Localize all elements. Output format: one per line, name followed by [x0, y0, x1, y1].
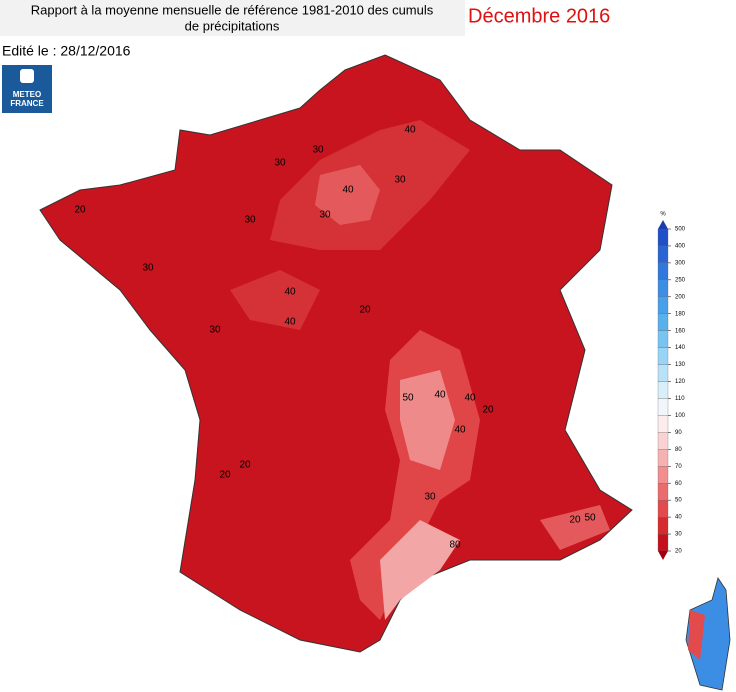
- contour-label: 50: [402, 393, 414, 404]
- title: Rapport à la moyenne mensuelle de référe…: [31, 2, 434, 17]
- colorbar-segment: [657, 500, 669, 518]
- colorbar-tick-label: 30: [675, 532, 682, 538]
- contour-label: 40: [342, 185, 354, 196]
- colorbar-tick-label: 500: [675, 227, 686, 233]
- colorbar-segment: [657, 483, 669, 501]
- corsica: [685, 577, 731, 691]
- precip-zone: [315, 165, 380, 225]
- contour-label: 20: [482, 405, 494, 416]
- colorbar-above: [658, 220, 668, 229]
- contour-label: 40: [464, 393, 476, 404]
- contour-label: 30: [424, 492, 436, 503]
- colorbar-segment: [657, 364, 669, 382]
- colorbar-segment: [657, 262, 669, 280]
- colorbar-tick-label: 180: [675, 311, 686, 317]
- colorbar: % 20 30 40 50 60 70 80 90 100 110 120 130 140 160 180 20…: [657, 212, 686, 560]
- logo: METEO FRANCE: [2, 65, 52, 113]
- logo-text: FRANCE: [10, 99, 44, 108]
- contour-label: 30: [142, 263, 154, 274]
- corsica-inset: [685, 577, 731, 691]
- colorbar-below: [658, 551, 668, 560]
- contour-label: 30: [319, 210, 331, 221]
- contour-label: 80: [449, 540, 461, 551]
- title: de précipitations: [185, 18, 280, 33]
- colorbar-segment: [657, 313, 669, 331]
- precip-zone: [540, 505, 610, 550]
- colorbar-tick-label: 140: [675, 345, 686, 351]
- contour-label: 20: [239, 460, 251, 471]
- colorbar-tick-label: 130: [675, 362, 686, 368]
- colorbar-segment: [657, 245, 669, 264]
- colorbar-tick-label: 200: [675, 294, 686, 300]
- contour-label: 20: [359, 305, 371, 316]
- precip-zone: [400, 370, 455, 470]
- colorbar-tick-label: 400: [675, 244, 686, 250]
- colorbar-segment: [657, 279, 669, 297]
- contour-label: 40: [404, 125, 416, 136]
- colorbar-tick-label: 110: [675, 396, 685, 402]
- contour-label: 50: [584, 513, 596, 524]
- contour-label: 30: [244, 215, 256, 226]
- colorbar-segment: [657, 347, 669, 365]
- colorbar-segment: [657, 449, 669, 467]
- contour-label: 20: [219, 470, 231, 481]
- logo-icon: [20, 69, 34, 83]
- colorbar-segment: [657, 466, 669, 484]
- colorbar-tick-label: 40: [675, 515, 682, 521]
- colorbar-tick-label: 50: [675, 498, 682, 504]
- colorbar-segment: [657, 432, 669, 450]
- precip-zone: [380, 520, 460, 620]
- colorbar-segment: [657, 330, 669, 348]
- contour-label: 40: [434, 390, 446, 401]
- colorbar-segment: [657, 296, 669, 314]
- colorbar-tick-label: 250: [675, 277, 686, 283]
- contour-label: 20: [569, 515, 581, 526]
- colorbar-tick-label: 80: [675, 447, 682, 453]
- period: Décembre 2016: [468, 5, 610, 27]
- france-outline: [39, 54, 633, 653]
- colorbar-unit: %: [660, 212, 666, 218]
- contour-label: 30: [312, 145, 324, 156]
- colorbar-segment: [657, 228, 669, 247]
- contour-label: 40: [284, 287, 296, 298]
- colorbar-tick-label: 100: [675, 413, 686, 419]
- colorbar-tick-label: 60: [675, 481, 682, 487]
- colorbar-segment: [657, 415, 669, 433]
- precip-zone: [688, 610, 705, 660]
- colorbar-tick-label: 120: [675, 379, 686, 385]
- contour-label: 30: [209, 325, 221, 336]
- logo-text: METEO: [13, 90, 41, 99]
- contour-label: 30: [274, 158, 286, 169]
- colorbar-segment: [657, 516, 669, 535]
- colorbar-tick-label: 70: [675, 464, 682, 470]
- france-map: [39, 54, 633, 653]
- contour-label: 40: [284, 317, 296, 328]
- colorbar-segment: [657, 381, 669, 399]
- colorbar-tick-label: 90: [675, 430, 682, 436]
- contour-label: 30: [394, 175, 406, 186]
- precip-zone: [230, 270, 320, 330]
- title-background: [0, 0, 465, 36]
- colorbar-segment: [657, 398, 669, 416]
- edition-date: Edité le : 28/12/2016: [2, 43, 131, 59]
- contour-label: 40: [454, 425, 466, 436]
- colorbar-tick-label: 20: [675, 549, 682, 555]
- colorbar-tick-label: 300: [675, 260, 686, 266]
- colorbar-tick-label: 160: [675, 328, 686, 334]
- colorbar-segment: [657, 533, 669, 552]
- contour-label: 20: [74, 205, 86, 216]
